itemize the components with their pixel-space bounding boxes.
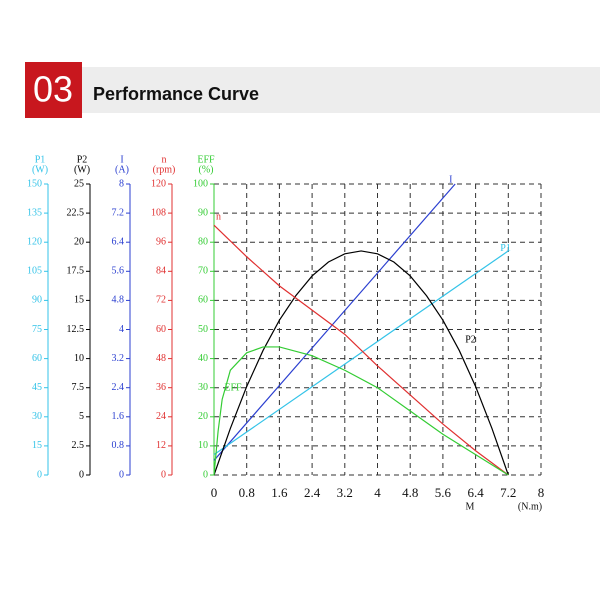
y-tick-label: 7.2	[112, 207, 125, 218]
x-tick-label: 5.6	[435, 485, 452, 500]
y-tick-label: 72	[156, 295, 166, 306]
x-tick-label: 0.8	[239, 485, 255, 500]
y-tick-label: 75	[32, 324, 42, 335]
y-tick-label: 2.4	[112, 382, 125, 393]
series-line	[213, 346, 509, 476]
y-tick-label: 1.6	[112, 411, 125, 422]
y-tick-label: 0	[37, 469, 42, 480]
y-tick-label: 0	[203, 469, 208, 480]
y-tick-label: 2.5	[72, 440, 85, 451]
y-tick-label: 3.2	[112, 353, 125, 364]
y-tick-label: 0	[79, 469, 84, 480]
chart: 0 0.8 1.6 2.4 3.2 4 4.8 5.6 6.4 7.2 8M (N.m)P1(W)01…	[27, 154, 544, 512]
y-tick-label: 120	[151, 178, 166, 189]
y-axis-title: EFF	[197, 154, 215, 165]
y-tick-label: 70	[198, 266, 208, 277]
y-tick-label: 120	[27, 236, 42, 247]
header-badge	[25, 62, 82, 118]
y-axis-unit: (W)	[32, 164, 48, 175]
x-tick-label: 4	[374, 485, 381, 500]
y-tick-label: 48	[156, 353, 166, 364]
x-tick-label: 1.6	[271, 485, 288, 500]
y-tick-label: 5.6	[112, 266, 125, 277]
y-tick-label: 25	[74, 178, 84, 189]
y-tick-label: 150	[27, 178, 42, 189]
x-tick-label: 2.4	[304, 485, 321, 500]
y-axis-unit: (W)	[74, 164, 90, 175]
y-tick-label: 40	[198, 353, 208, 364]
y-tick-label: 15	[74, 295, 84, 306]
y-axis-unit: (%)	[199, 164, 214, 175]
y-tick-label: 0	[161, 469, 166, 480]
y-tick-label: 7.5	[72, 382, 85, 393]
x-tick-label: 8	[538, 485, 545, 500]
y-tick-label: 60	[156, 324, 166, 335]
y-tick-label: 12.5	[67, 324, 85, 335]
y-tick-label: 24	[156, 411, 166, 422]
y-tick-label: 20	[198, 411, 208, 422]
y-tick-label: 45	[32, 382, 42, 393]
series-line	[213, 183, 456, 461]
y-tick-label: 17.5	[67, 266, 85, 277]
x-tick-label: 7.2	[500, 485, 516, 500]
y-tick-label: 4	[119, 324, 124, 335]
y-tick-label: 60	[198, 295, 208, 306]
y-tick-label: 12	[156, 440, 166, 451]
y-tick-label: 6.4	[112, 236, 125, 247]
series-line	[213, 250, 509, 476]
y-tick-label: 30	[32, 411, 42, 422]
series-label: P1	[500, 243, 511, 254]
series-line	[213, 224, 509, 476]
y-axis-unit: (rpm)	[153, 164, 176, 175]
y-tick-label: 4.8	[112, 295, 125, 306]
header-bar	[25, 67, 600, 113]
y-tick-label: 96	[156, 236, 166, 247]
y-tick-label: 90	[198, 207, 208, 218]
y-tick-label: 22.5	[67, 207, 85, 218]
y-tick-label: 10	[198, 440, 208, 451]
x-axis-unit: (N.m)	[518, 501, 542, 512]
y-tick-label: 105	[27, 266, 42, 277]
y-axis-title: n	[162, 154, 167, 165]
y-tick-label: 10	[74, 353, 84, 364]
y-tick-label: 15	[32, 440, 42, 451]
header-title: Performance Curve	[93, 84, 259, 104]
y-tick-label: 30	[198, 382, 208, 393]
y-axis-title: I	[120, 154, 123, 165]
y-tick-label: 0	[119, 469, 124, 480]
x-axis-label: M	[466, 501, 475, 512]
y-tick-label: 90	[32, 295, 42, 306]
x-tick-label: 3.2	[337, 485, 353, 500]
series-label: n	[216, 212, 221, 223]
series-label: EFF	[224, 383, 242, 394]
y-tick-label: 36	[156, 382, 166, 393]
y-tick-label: 60	[32, 353, 42, 364]
y-tick-label: 100	[193, 178, 208, 189]
y-tick-label: 50	[198, 324, 208, 335]
y-tick-label: 135	[27, 207, 42, 218]
y-tick-label: 84	[156, 266, 166, 277]
series-line	[213, 250, 509, 456]
y-tick-label: 5	[79, 411, 84, 422]
y-tick-label: 8	[119, 178, 124, 189]
x-tick-label: 4.8	[402, 485, 418, 500]
series-label: P2	[465, 335, 476, 346]
y-tick-label: 0.8	[112, 440, 125, 451]
x-tick-label: 0	[211, 485, 218, 500]
y-axis-title: P1	[35, 154, 46, 165]
y-axis-unit: (A)	[115, 164, 129, 175]
series-label: I	[449, 174, 452, 185]
y-axis-title: P2	[77, 154, 88, 165]
y-tick-label: 108	[151, 207, 166, 218]
x-tick-label: 6.4	[467, 485, 484, 500]
y-tick-label: 80	[198, 236, 208, 247]
y-tick-label: 20	[74, 236, 84, 247]
header-number: 03	[33, 69, 73, 110]
